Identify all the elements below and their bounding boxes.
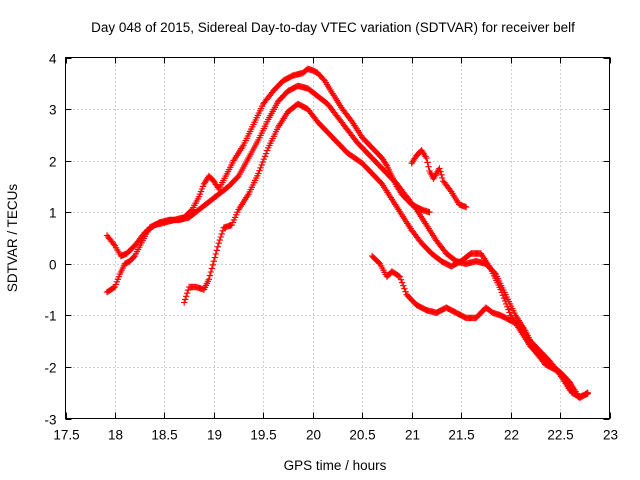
data-point: [499, 292, 507, 299]
series-track-5: [408, 147, 470, 211]
data-point: [205, 276, 213, 283]
data-point: [504, 303, 511, 310]
y-tick-label: 0: [49, 258, 57, 273]
data-point: [401, 285, 408, 292]
data-point: [210, 258, 218, 265]
y-axis-tick-labels: -3 -2 -1 0 1 2 3 4: [44, 52, 57, 428]
data-point: [505, 306, 512, 313]
data-point: [181, 299, 188, 306]
data-point: [216, 236, 223, 244]
data-point: [215, 240, 222, 247]
axis-ticks: [65, 57, 611, 420]
data-point: [395, 272, 402, 280]
data-point: [130, 253, 137, 261]
data-point: [402, 288, 409, 295]
data-point: [262, 150, 270, 157]
y-tick-label: 4: [49, 52, 57, 67]
data-point: [436, 165, 443, 172]
series-track-1: [103, 65, 433, 260]
data-point: [183, 293, 190, 300]
data-point: [211, 254, 219, 261]
x-tick-label: 20.5: [349, 428, 375, 443]
data-point: [206, 272, 214, 279]
x-tick-label: 18.5: [151, 428, 177, 443]
x-tick-label: 21.5: [448, 428, 474, 443]
data-point: [110, 241, 117, 248]
data-point: [398, 279, 406, 286]
y-tick-label: -1: [44, 309, 56, 324]
data-point: [446, 186, 454, 194]
data-point: [439, 174, 446, 182]
data-point: [506, 309, 513, 316]
y-axis-label: SDTVAR / TECUs: [5, 184, 20, 293]
data-point: [259, 158, 266, 166]
data-point: [426, 209, 433, 216]
y-tick-label: 1: [49, 206, 57, 221]
data-point: [400, 282, 407, 289]
plot-frame: [65, 57, 610, 419]
data-point: [438, 171, 445, 178]
x-tick-label: 21: [405, 428, 420, 443]
data-point: [396, 273, 403, 280]
data-point: [584, 389, 591, 396]
data-series: [103, 65, 591, 402]
data-point: [214, 243, 221, 250]
data-point: [218, 230, 225, 238]
data-point: [503, 300, 510, 308]
x-tick-label: 19: [207, 428, 222, 443]
data-point: [462, 203, 470, 211]
x-tick-label: 20: [306, 428, 321, 443]
x-tick-label: 23: [603, 428, 618, 443]
data-point: [424, 159, 431, 166]
data-point: [208, 265, 216, 272]
data-point: [423, 154, 430, 162]
data-point: [260, 156, 268, 163]
data-point: [261, 153, 269, 160]
data-point: [110, 284, 117, 291]
data-point: [184, 290, 191, 297]
data-point: [500, 295, 508, 302]
y-tick-label: -3: [44, 413, 56, 428]
x-tick-label: 17.5: [53, 428, 79, 443]
data-point: [501, 297, 509, 305]
series-track-2: [103, 82, 591, 400]
series-track-4: [368, 252, 591, 402]
data-point: [207, 268, 215, 276]
data-point: [264, 147, 271, 154]
data-point: [182, 296, 189, 303]
data-point: [382, 161, 390, 168]
x-tick-label: 18: [108, 428, 123, 443]
data-point: [212, 250, 219, 258]
x-tick-label: 22.5: [547, 428, 573, 443]
x-tick-label: 22: [504, 428, 519, 443]
data-point: [425, 163, 432, 170]
data-point: [213, 247, 220, 254]
chart-title: Day 048 of 2015, Sidereal Day-to-day VTE…: [91, 20, 575, 35]
data-point: [497, 286, 504, 293]
data-point: [219, 227, 226, 234]
x-axis-tick-labels: 17.5 18 18.5 19 19.5 20 20.5 21 21.5 22 22.5 23: [53, 428, 618, 443]
data-point: [209, 261, 217, 268]
y-tick-label: -2: [44, 361, 56, 376]
data-point: [437, 168, 444, 175]
y-tick-label: 2: [49, 155, 57, 170]
data-point: [583, 390, 590, 397]
data-point: [397, 276, 405, 283]
y-tick-label: 3: [49, 103, 57, 118]
x-tick-label: 19.5: [250, 428, 276, 443]
data-point: [217, 233, 224, 241]
data-point: [257, 164, 264, 171]
data-point: [255, 170, 262, 177]
grid-lines: [65, 57, 610, 419]
data-point: [256, 167, 263, 174]
data-point: [498, 289, 505, 296]
x-axis-label: GPS time / hours: [284, 458, 387, 473]
data-point: [258, 161, 265, 169]
